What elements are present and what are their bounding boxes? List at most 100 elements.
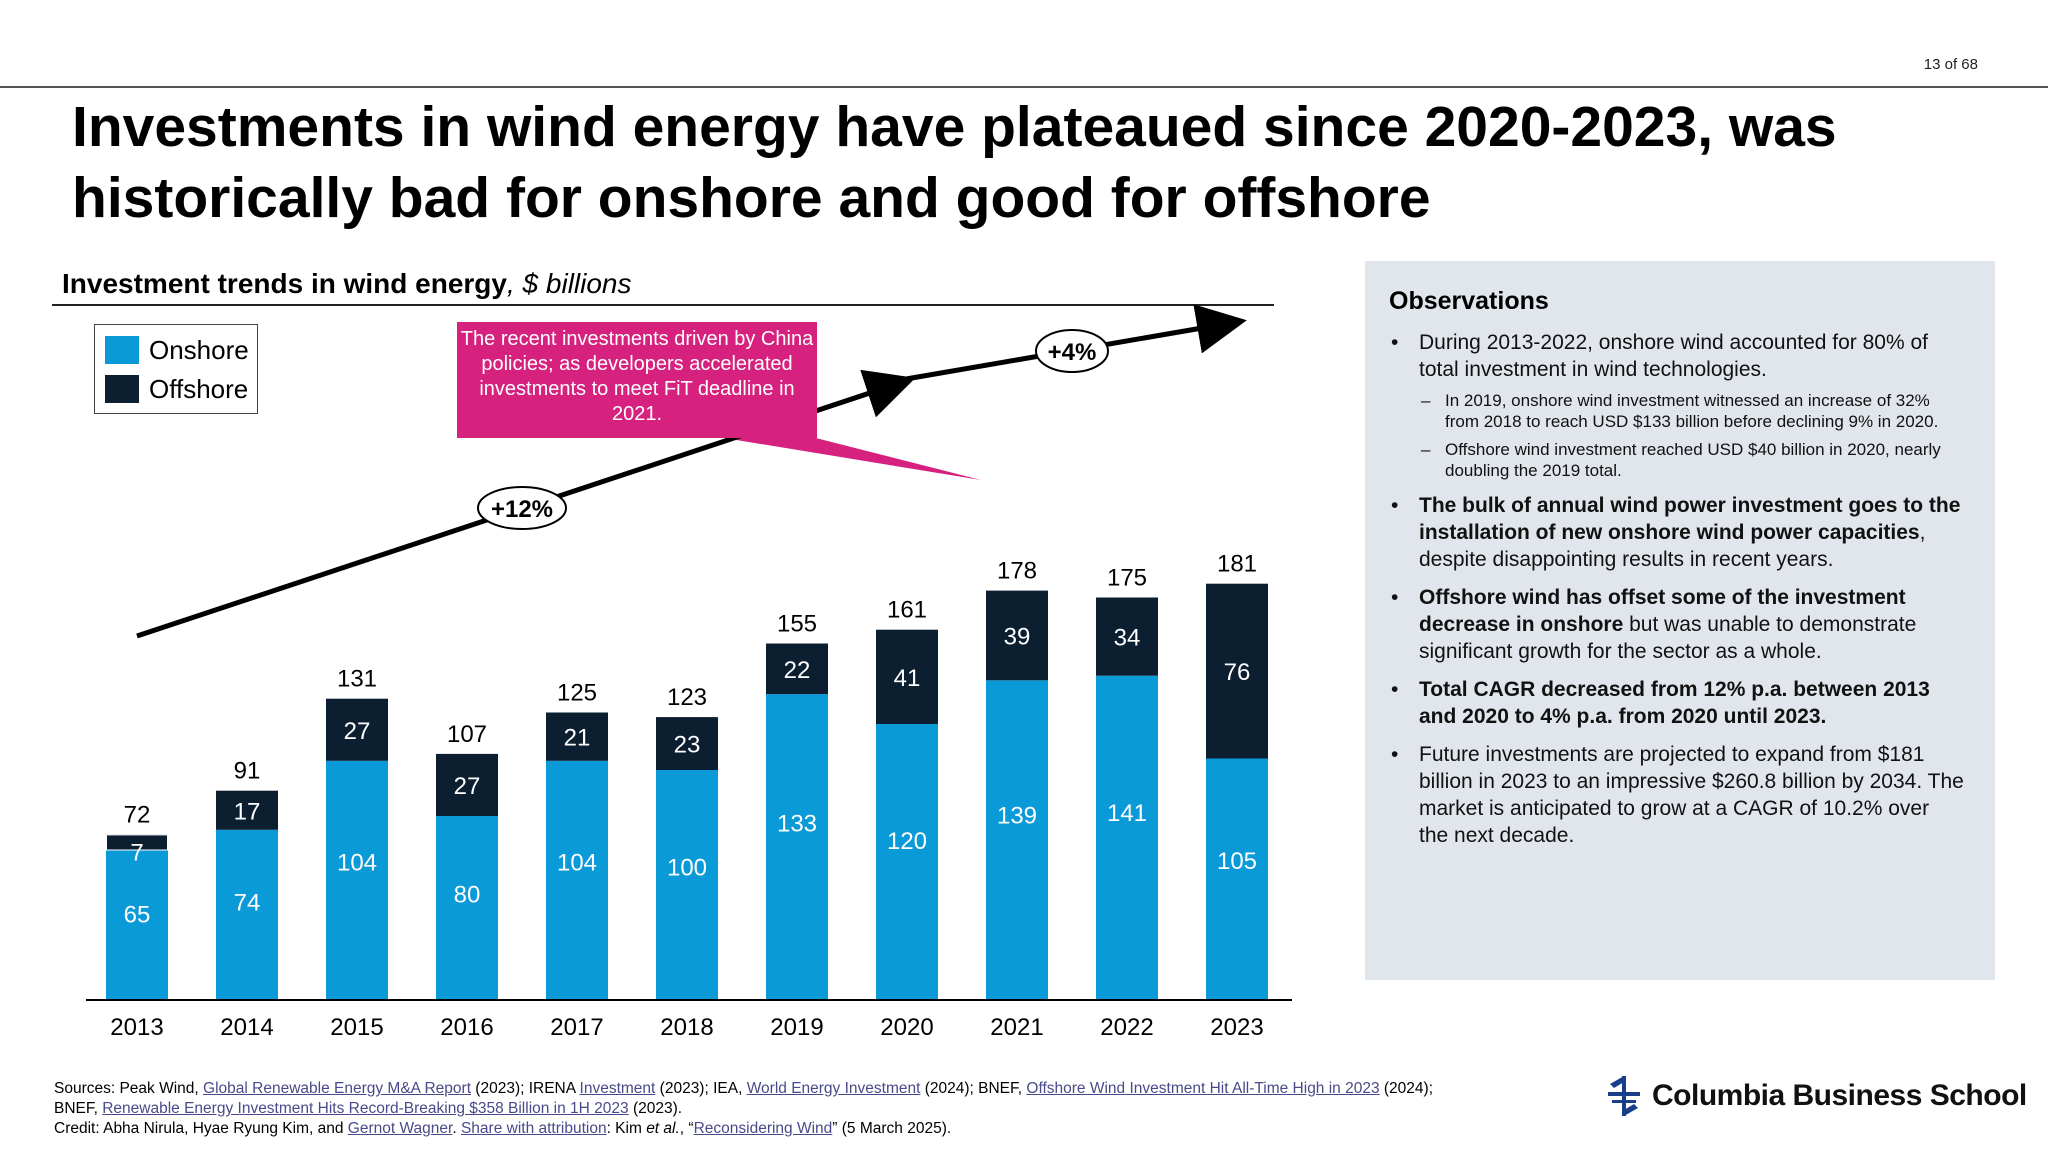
chart-title-main: Investment trends in wind energy [62,268,507,299]
credit-etal: et al. [646,1120,680,1137]
bar-offshore-2021 [986,590,1048,681]
label-total-2017: 125 [557,680,597,707]
bar-onshore-2018 [656,770,718,1000]
label-onshore-2018: 100 [667,855,707,882]
chart-title-rule [52,304,1274,306]
page-title: Investments in wind energy have plateaue… [72,95,1837,230]
bar-offshore-2018 [656,717,718,770]
sources-text: (2023). [628,1100,683,1117]
credit-link-wagner[interactable]: Gernot Wagner [347,1120,453,1137]
bar-offshore-2019 [766,643,828,695]
credit-text: . [452,1120,461,1137]
bar-onshore-2020 [876,724,938,1000]
sources-line-2: BNEF, Renewable Energy Investment Hits R… [54,1099,1614,1119]
credit-text: Credit: Abha Nirula, Hyae Ryung Kim, and [54,1120,348,1137]
credit-text: : Kim [606,1120,647,1137]
bar-offshore-2017 [546,712,608,761]
label-total-2020: 161 [887,597,927,624]
label-onshore-2017: 104 [557,849,597,876]
observation-bullet-1: During 2013-2022, onshore wind accounted… [1389,329,1964,383]
label-onshore-2021: 139 [997,803,1037,830]
x-tick-2019: 2019 [770,1014,823,1041]
sources-text: (2023); IRENA [471,1080,580,1097]
cagr-label-4: +4% [1048,339,1097,366]
observations-panel: Observations During 2013-2022, onshore w… [1365,261,1995,980]
bar-onshore-2014 [216,829,278,1000]
label-offshore-2015: 27 [344,718,371,745]
observation-bullet-3-rest: but was unable to demonstrate significan… [1419,613,1917,663]
label-offshore-2017: 21 [564,725,591,752]
bar-offshore-2020 [876,629,938,724]
credit-link-share[interactable]: Share with attribution [460,1120,607,1137]
observation-sub-1: In 2019, onshore wind investment witness… [1389,390,1964,432]
page-number: 13 of 68 [1923,56,1978,73]
observation-bullet-2: The bulk of annual wind power investment… [1389,492,1964,573]
cagr-badge-4 [1035,329,1109,373]
x-tick-2020: 2020 [880,1014,933,1041]
legend-label-offshore: Offshore [149,373,249,404]
bar-onshore-2023 [1206,758,1268,1000]
bar-onshore-2016 [436,816,498,1000]
x-tick-2022: 2022 [1100,1014,1153,1041]
credit-link-reconsidering-wind[interactable]: Reconsidering Wind [693,1120,833,1137]
observations-list: During 2013-2022, onshore wind accounted… [1389,329,1964,860]
observation-sub-2: Offshore wind investment reached USD $40… [1389,439,1964,481]
observation-bullet-3: Offshore wind has offset some of the inv… [1389,584,1964,665]
label-onshore-2023: 105 [1217,848,1257,875]
bar-onshore-2019 [766,694,828,1000]
legend-swatch-offshore [105,375,139,403]
legend-item-offshore: Offshore [105,374,248,404]
bar-onshore-2017 [546,760,608,1000]
label-offshore-2018: 23 [674,732,701,759]
callout-box: The recent investments driven by China p… [457,322,817,438]
cagr-label-12: +12% [491,496,553,523]
label-offshore-2019: 22 [784,657,811,684]
source-link-bnef-renewable[interactable]: Renewable Energy Investment Hits Record-… [102,1100,629,1117]
crown-icon [1608,1076,1640,1116]
label-total-2016: 107 [447,721,487,748]
observations-title: Observations [1389,287,1549,315]
label-total-2021: 178 [997,558,1037,585]
label-offshore-2013: 7 [130,839,143,866]
sources-footnote: Sources: Peak Wind, Global Renewable Ene… [54,1079,1614,1139]
x-tick-2013: 2013 [110,1014,163,1041]
bar-offshore-2016 [436,753,498,816]
bar-offshore-2013 [106,834,168,851]
logo-text: Columbia Business School [1652,1079,2027,1112]
x-tick-2021: 2021 [990,1014,1043,1041]
source-link-irena[interactable]: Investment [579,1080,656,1097]
credit-text: , “ [679,1120,694,1137]
label-offshore-2021: 39 [1004,623,1031,650]
label-offshore-2014: 17 [234,798,261,825]
header-rule [0,86,2048,88]
credit-text: ” (5 March 2025). [832,1120,952,1137]
bar-offshore-2022 [1096,597,1158,676]
label-total-2023: 181 [1217,551,1257,578]
label-onshore-2022: 141 [1107,800,1147,827]
legend-swatch-onshore [105,336,139,364]
label-onshore-2013: 65 [124,901,151,928]
source-link-iea[interactable]: World Energy Investment [746,1080,921,1097]
bar-offshore-2015 [326,698,388,761]
callout-pointer [712,436,981,480]
x-tick-2017: 2017 [550,1014,603,1041]
sources-text: (2024); [1379,1080,1434,1097]
label-total-2022: 175 [1107,565,1147,592]
label-onshore-2019: 133 [777,811,817,838]
label-offshore-2023: 76 [1224,659,1251,686]
credit-line: Credit: Abha Nirula, Hyae Ryung Kim, and… [54,1119,1614,1139]
source-link-bnef-offshore[interactable]: Offshore Wind Investment Hit All-Time Hi… [1026,1080,1380,1097]
observation-bullet-4: Total CAGR decreased from 12% p.a. betwe… [1389,676,1964,730]
observation-bullet-4-bold: Total CAGR decreased from 12% p.a. betwe… [1419,678,1930,728]
label-total-2013: 72 [124,801,151,828]
sources-line-1: Sources: Peak Wind, Global Renewable Ene… [54,1079,1614,1099]
source-link-ma-report[interactable]: Global Renewable Energy M&A Report [203,1080,471,1097]
label-onshore-2015: 104 [337,849,377,876]
label-offshore-2022: 34 [1114,625,1141,652]
legend-item-onshore: Onshore [105,335,249,365]
x-tick-2015: 2015 [330,1014,383,1041]
chart-title: Investment trends in wind energy, $ bill… [62,268,632,300]
x-tick-2018: 2018 [660,1014,713,1041]
bar-onshore-2021 [986,680,1048,1000]
label-total-2015: 131 [337,666,377,693]
